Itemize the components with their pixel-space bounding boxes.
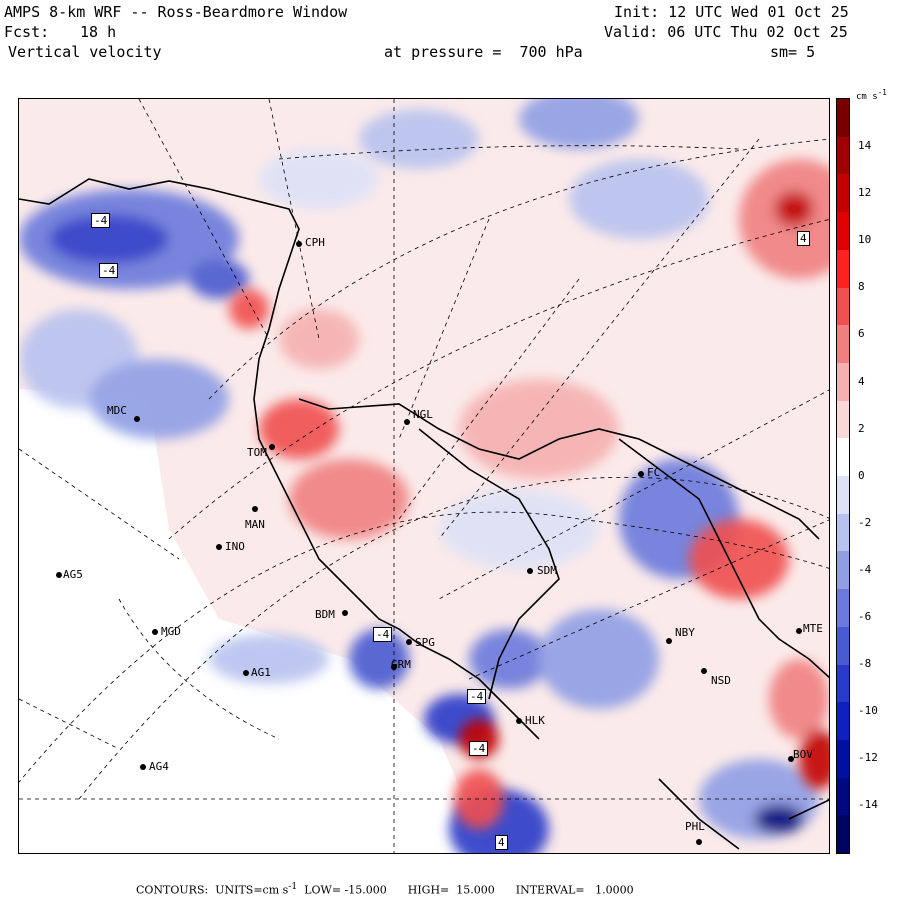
contour-label: 4 xyxy=(797,231,810,246)
station-label: NSD xyxy=(711,674,731,687)
colorbar-segment xyxy=(837,362,849,402)
contour-label: -4 xyxy=(99,263,119,278)
colorbar-segment xyxy=(837,626,849,665)
colorbar-segment xyxy=(837,99,849,138)
colorbar-tick: -2 xyxy=(858,515,872,529)
forecast-label: Fcst: xyxy=(4,23,50,41)
colorbar-segment xyxy=(837,174,849,213)
station-label: MGD xyxy=(161,625,181,638)
station-label: TOM xyxy=(247,446,267,459)
colorbar-tick: -10 xyxy=(858,704,878,718)
station-label: SDM xyxy=(537,564,557,577)
colorbar-segment xyxy=(837,476,849,515)
colorbar xyxy=(836,98,850,854)
contour-info: CONTOURS: UNITS=cm s-1 LOW= -15.000 HIGH… xyxy=(136,881,634,897)
pressure-level: at pressure = 700 hPa xyxy=(384,43,583,61)
colorbar-tick: 0 xyxy=(858,468,865,482)
map-panel: CPH MDC NGL TOM MAN INO AG5 BDM MGD SPG … xyxy=(18,98,830,854)
colorbar-tick: -4 xyxy=(858,562,872,576)
vertical-velocity-field xyxy=(19,99,829,853)
colorbar-tick: 14 xyxy=(858,139,872,152)
contour-label: -4 xyxy=(91,213,111,228)
colorbar-tick: 4 xyxy=(858,374,865,388)
station-label: AG4 xyxy=(149,760,169,773)
station-label: HLK xyxy=(525,714,545,727)
station-label: FC xyxy=(647,466,661,479)
colorbar-segment xyxy=(837,438,849,477)
station-label: BDM xyxy=(315,608,335,621)
station-label: NBY xyxy=(675,626,695,639)
colorbar-segment xyxy=(837,513,849,552)
contour-label: -4 xyxy=(373,627,393,642)
colorbar-tick: 8 xyxy=(858,280,865,294)
station-label: AG5 xyxy=(63,568,83,581)
station-label: GRM xyxy=(391,658,411,671)
colorbar-segment xyxy=(837,664,849,703)
valid-time: Valid: 06 UTC Thu 02 Oct 25 xyxy=(604,23,848,41)
station-label: MTE xyxy=(803,622,823,635)
colorbar-segment xyxy=(837,212,849,251)
contour-label: 4 xyxy=(495,835,508,850)
colorbar-segment xyxy=(837,589,849,628)
colorbar-segment xyxy=(837,551,849,590)
colorbar-tick: 6 xyxy=(858,327,865,341)
colorbar-segment xyxy=(837,249,849,288)
coastline xyxy=(19,178,829,850)
station-label: SPG xyxy=(415,636,435,649)
colorbar-segment xyxy=(837,702,849,741)
init-time: Init: 12 UTC Wed 01 Oct 25 xyxy=(614,3,849,21)
colorbar-tick: -6 xyxy=(858,610,872,623)
colorbar-tick: -14 xyxy=(858,798,878,812)
colorbar-tick: -8 xyxy=(858,657,872,671)
colorbar-segment xyxy=(837,287,849,326)
station-dots xyxy=(56,241,802,845)
colorbar-segment xyxy=(837,325,849,364)
colorbar-segment xyxy=(837,400,849,439)
colorbar-tick: 2 xyxy=(858,421,865,435)
colorbar-segment xyxy=(837,739,849,779)
contour-label: -4 xyxy=(467,689,487,704)
colorbar-units: cm s-1 xyxy=(856,88,887,102)
field-name: Vertical velocity xyxy=(8,43,162,61)
colorbar-tick: 10 xyxy=(858,233,872,247)
station-label: CPH xyxy=(305,236,325,249)
colorbar-segment xyxy=(837,136,849,175)
colorbar-segment xyxy=(837,815,849,854)
station-label: NGL xyxy=(413,408,433,421)
station-label: INO xyxy=(225,540,245,553)
forecast-hour: 18 h xyxy=(80,23,117,41)
contour-label: -4 xyxy=(469,741,489,756)
station-label: MDC xyxy=(107,404,127,417)
smoothing: sm= 5 xyxy=(770,43,816,61)
station-label: AG1 xyxy=(251,666,271,679)
station-label: PHL xyxy=(685,820,705,833)
colorbar-segment xyxy=(837,777,849,816)
colorbar-tick: -12 xyxy=(858,751,878,765)
colorbar-tick: 12 xyxy=(858,186,872,200)
map-title: AMPS 8-km WRF -- Ross-Beardmore Window xyxy=(4,3,348,21)
station-label: MAN xyxy=(245,518,265,531)
station-label: BOV xyxy=(793,748,813,761)
